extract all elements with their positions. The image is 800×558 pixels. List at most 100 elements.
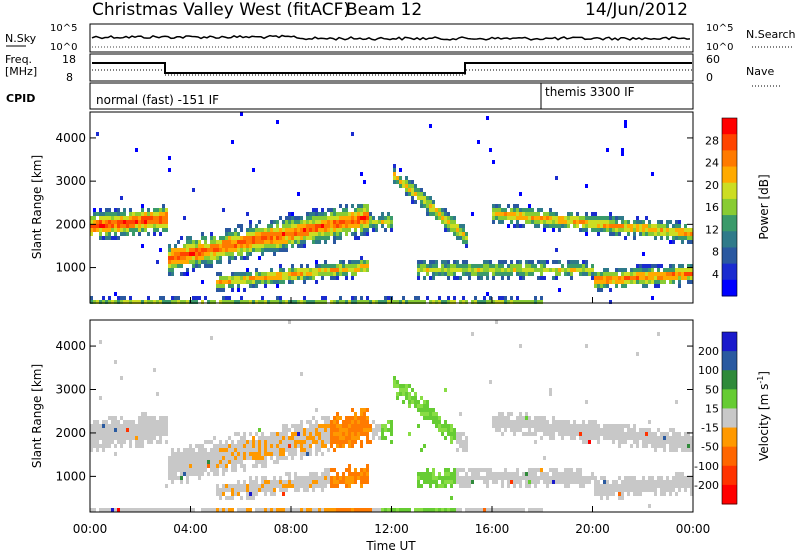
heatmap-cell <box>453 436 456 440</box>
heatmap-cell <box>318 480 321 484</box>
heatmap-cell <box>270 232 273 236</box>
heatmap-cell <box>156 428 159 432</box>
heatmap-cell <box>579 472 582 476</box>
heatmap-cell <box>279 240 282 244</box>
heatmap-cell <box>234 452 237 456</box>
heatmap-cell <box>117 436 120 440</box>
heatmap-cell <box>648 276 651 280</box>
heatmap-cell <box>657 476 660 480</box>
heatmap-cell <box>156 220 159 224</box>
heatmap-cell <box>357 424 360 428</box>
heatmap-cell <box>588 440 591 444</box>
heatmap-cell <box>594 424 597 428</box>
heatmap-cell <box>444 508 447 512</box>
heatmap-cell <box>465 268 468 272</box>
heatmap-cell <box>204 236 207 240</box>
noise-panel: N.Sky 10^5 10^0 10^5 10^0 N.Search <box>5 23 796 53</box>
heatmap-cell <box>672 236 675 240</box>
heatmap-cell <box>345 484 348 488</box>
heatmap-cell <box>678 232 681 236</box>
heatmap-cell <box>597 428 600 432</box>
heatmap-cell <box>657 332 660 336</box>
heatmap-cell <box>444 220 447 224</box>
heatmap-cell <box>303 240 306 244</box>
heatmap-cell <box>663 436 666 440</box>
heatmap-cell <box>591 472 594 476</box>
heatmap-cell <box>357 472 360 476</box>
heatmap-cell <box>204 448 207 452</box>
heatmap-cell <box>486 300 489 304</box>
heatmap-cell <box>258 436 261 440</box>
heatmap-cell <box>387 508 390 512</box>
heatmap-cell <box>357 204 360 208</box>
heatmap-cell <box>315 216 318 220</box>
heatmap-cell <box>633 436 636 440</box>
heatmap-cell <box>189 456 192 460</box>
heatmap-cell <box>330 480 333 484</box>
heatmap-cell <box>498 472 501 476</box>
heatmap-cell <box>528 484 531 488</box>
heatmap-cell <box>501 476 504 480</box>
heatmap-cell <box>429 264 432 268</box>
heatmap-cell <box>477 140 480 144</box>
heatmap-cell <box>297 232 300 236</box>
heatmap-cell <box>240 272 243 276</box>
heatmap-cell <box>516 216 519 220</box>
heatmap-cell <box>573 264 576 268</box>
heatmap-cell <box>294 276 297 280</box>
heatmap-cell <box>315 508 318 512</box>
heatmap-cell <box>645 264 648 268</box>
heatmap-cell <box>333 432 336 436</box>
heatmap-cell <box>411 400 414 404</box>
heatmap-cell <box>297 444 300 448</box>
heatmap-cell <box>144 212 147 216</box>
heatmap-cell <box>471 268 474 272</box>
heatmap-cell <box>177 468 180 472</box>
heatmap-cell <box>522 216 525 220</box>
heatmap-cell <box>345 276 348 280</box>
heatmap-cell <box>678 264 681 268</box>
y-tick-label: 1000 <box>55 469 86 483</box>
heatmap-cell <box>306 300 309 304</box>
heatmap-cell <box>501 420 504 424</box>
heatmap-cell <box>360 228 363 232</box>
heatmap-cell <box>321 416 324 420</box>
heatmap-cell <box>201 232 204 236</box>
heatmap-cell <box>315 440 318 444</box>
heatmap-cell <box>303 440 306 444</box>
heatmap-cell <box>498 272 501 276</box>
heatmap-cell <box>687 480 690 484</box>
heatmap-cell <box>678 476 681 480</box>
heatmap-cell <box>534 296 537 300</box>
heatmap-cell <box>339 424 342 428</box>
heatmap-cell <box>297 268 300 272</box>
heatmap-cell <box>303 272 306 276</box>
heatmap-cell <box>435 480 438 484</box>
heatmap-cell <box>321 212 324 216</box>
heatmap-cell <box>657 280 660 284</box>
heatmap-cell <box>651 276 654 280</box>
heatmap-cell <box>306 448 309 452</box>
heatmap-cell <box>138 444 141 448</box>
heatmap-cell <box>207 440 210 444</box>
heatmap-cell <box>459 508 462 512</box>
heatmap-cell <box>387 224 390 228</box>
heatmap-cell <box>276 452 279 456</box>
heatmap-cell <box>279 264 282 268</box>
heatmap-cell <box>327 448 330 452</box>
heatmap-cell <box>609 300 612 304</box>
heatmap-cell <box>375 228 378 232</box>
heatmap-cell <box>609 212 612 216</box>
heatmap-cell <box>609 492 612 496</box>
heatmap-cell <box>363 180 366 184</box>
heatmap-cell <box>99 424 102 428</box>
heatmap-cell <box>507 412 510 416</box>
heatmap-cell <box>303 452 306 456</box>
cpid-mode-themis: themis 3300 IF <box>545 85 635 99</box>
heatmap-cell <box>555 220 558 224</box>
heatmap-cell <box>264 300 267 304</box>
heatmap-cell <box>363 220 366 224</box>
heatmap-cell <box>276 480 279 484</box>
heatmap-cell <box>159 432 162 436</box>
heatmap-cell <box>96 424 99 428</box>
